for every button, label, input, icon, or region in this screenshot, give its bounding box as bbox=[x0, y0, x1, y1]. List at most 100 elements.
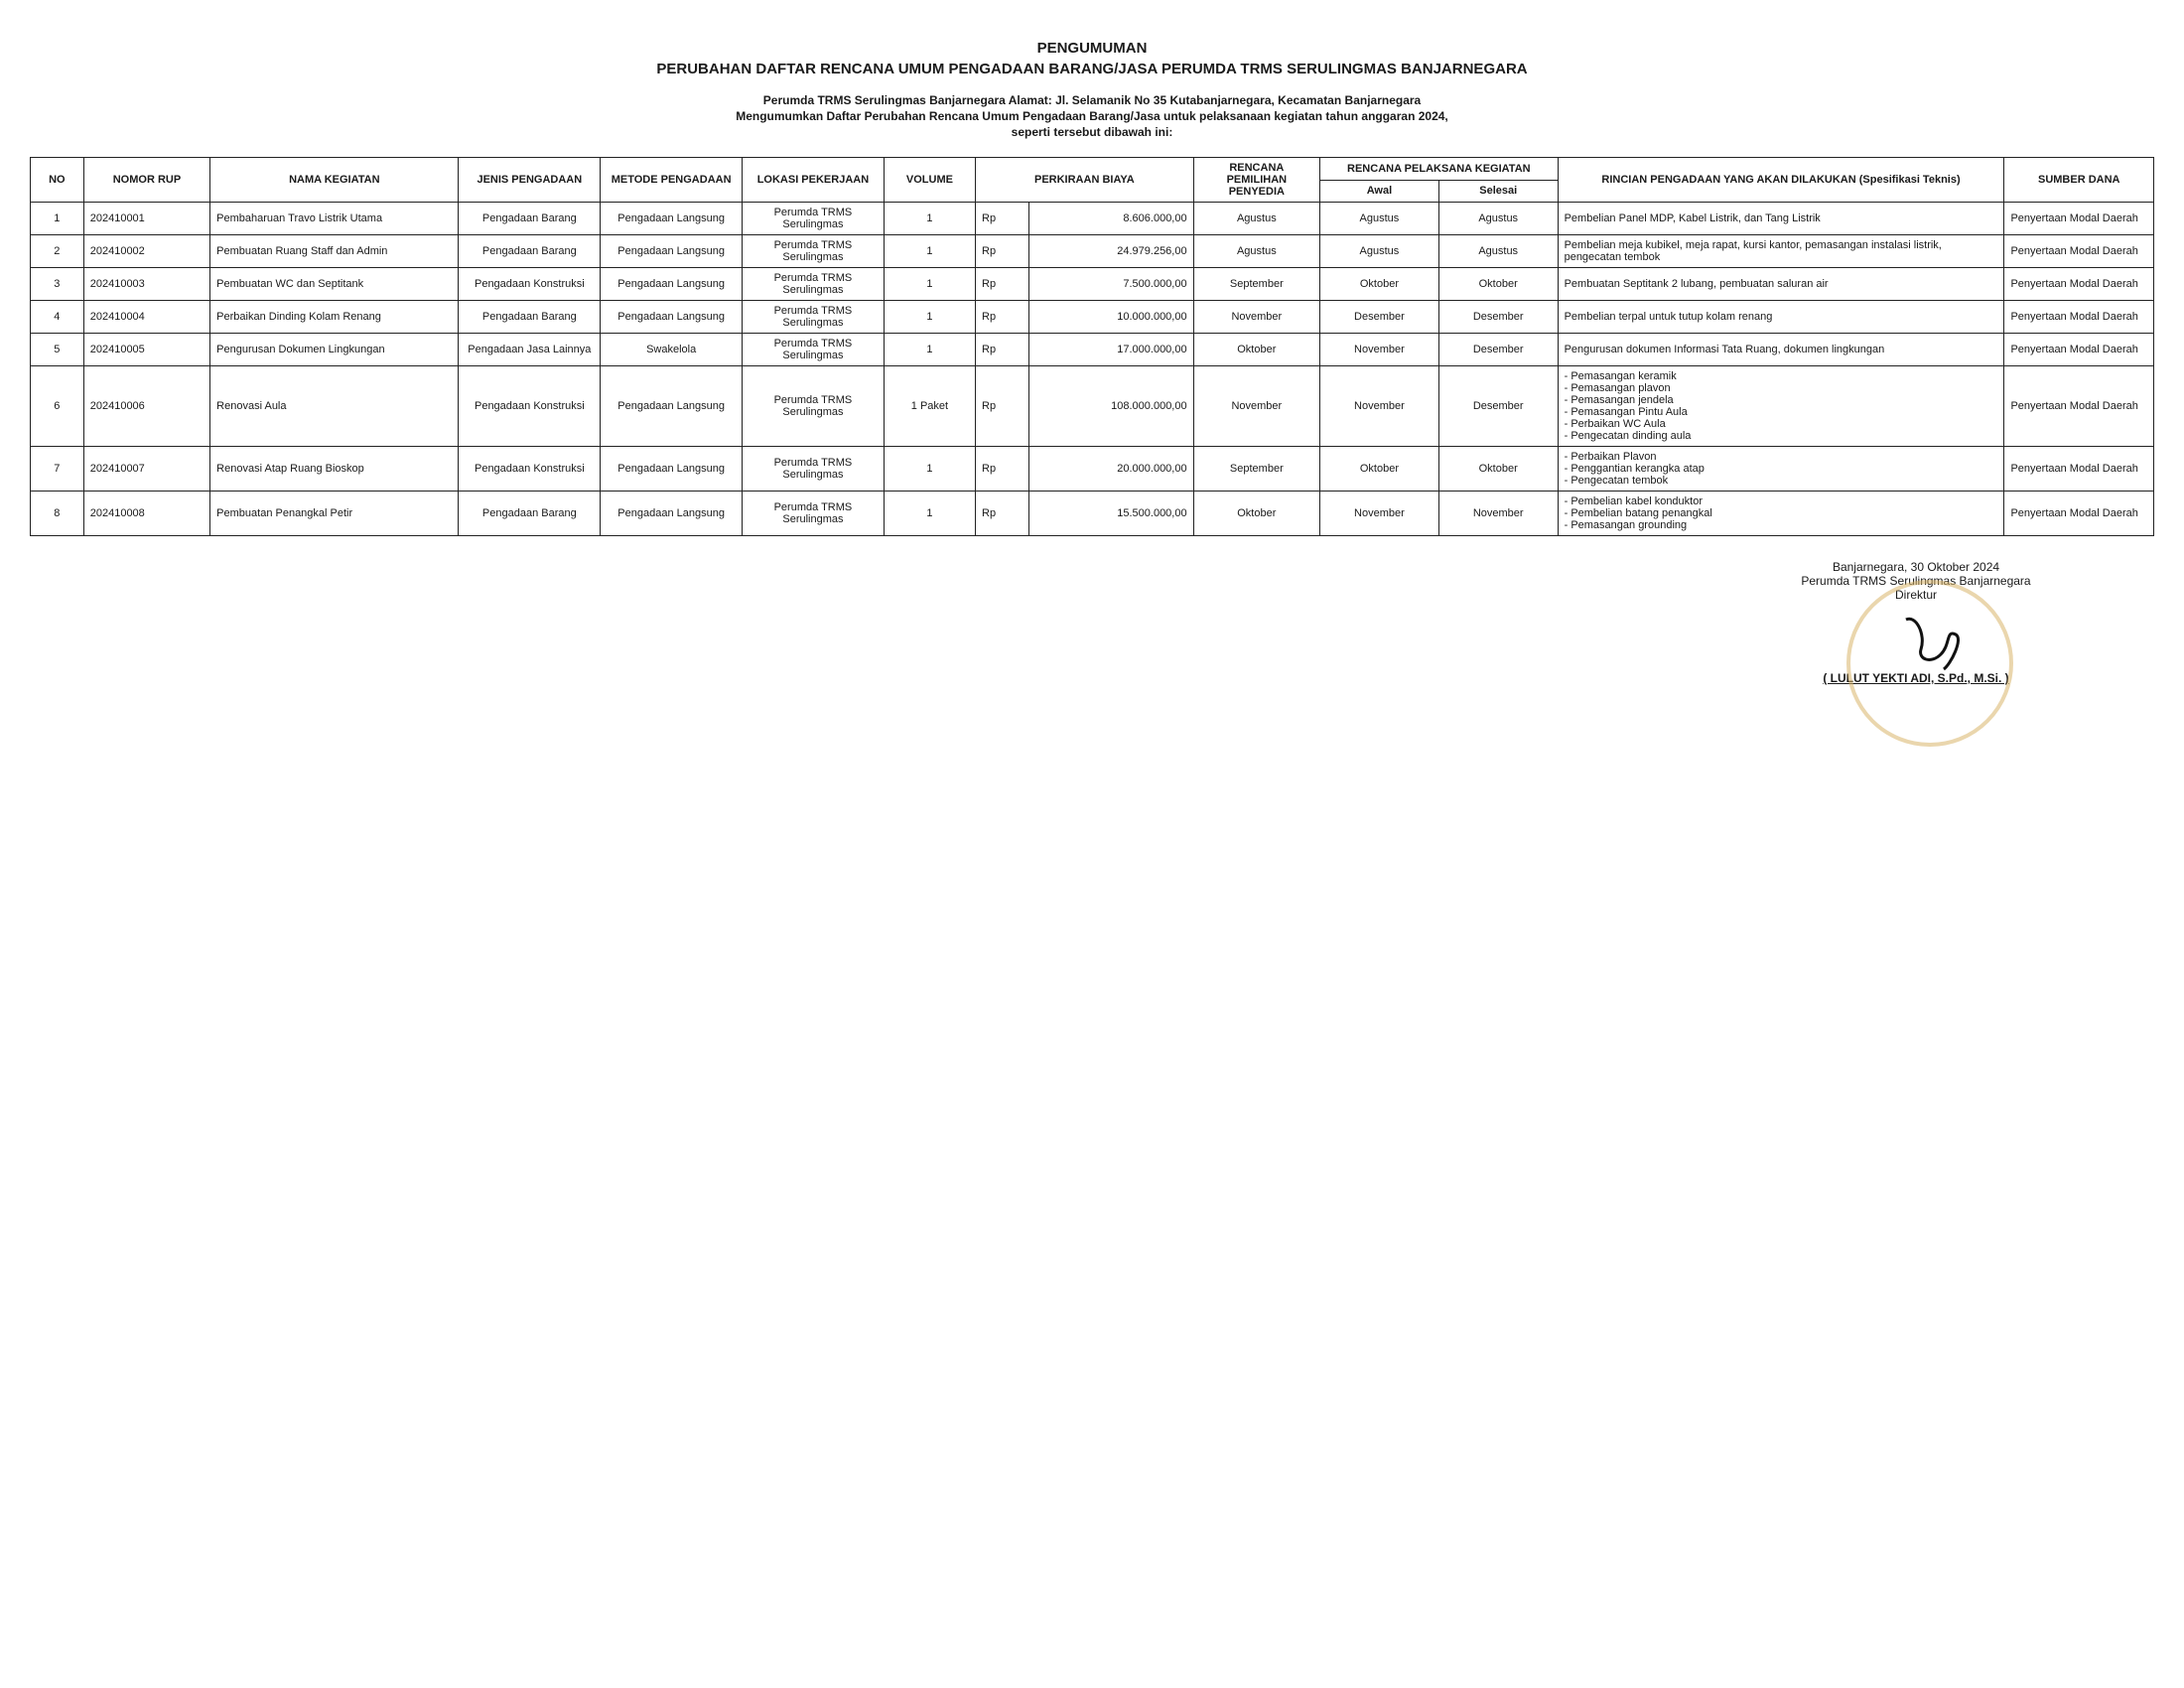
cell-awal: Agustus bbox=[1320, 203, 1439, 235]
cell-rincian: Pembuatan Septitank 2 lubang, pembuatan … bbox=[1558, 268, 2004, 301]
cell-awal: Agustus bbox=[1320, 235, 1439, 268]
cell-awal: Oktober bbox=[1320, 268, 1439, 301]
cell-pemilihan: September bbox=[1193, 447, 1319, 492]
table-row: 5202410005Pengurusan Dokumen LingkunganP… bbox=[31, 334, 2154, 366]
cell-pemilihan: November bbox=[1193, 366, 1319, 447]
title-line-2: PERUBAHAN DAFTAR RENCANA UMUM PENGADAAN … bbox=[30, 61, 2154, 77]
col-volume: VOLUME bbox=[884, 158, 975, 203]
cell-rincian: Pembelian terpal untuk tutup kolam renan… bbox=[1558, 301, 2004, 334]
cell-no: 4 bbox=[31, 301, 84, 334]
cell-selesai: Oktober bbox=[1438, 268, 1558, 301]
cell-rp: Rp bbox=[976, 235, 1029, 268]
cell-no: 6 bbox=[31, 366, 84, 447]
cell-no: 3 bbox=[31, 268, 84, 301]
cell-jenis: Pengadaan Barang bbox=[459, 301, 601, 334]
cell-volume: 1 bbox=[884, 334, 975, 366]
cell-rincian: Pembelian meja kubikel, meja rapat, kurs… bbox=[1558, 235, 2004, 268]
col-selesai: Selesai bbox=[1438, 180, 1558, 203]
cell-awal: Oktober bbox=[1320, 447, 1439, 492]
cell-rp: Rp bbox=[976, 366, 1029, 447]
cell-selesai: Agustus bbox=[1438, 235, 1558, 268]
cell-metode: Pengadaan Langsung bbox=[601, 268, 743, 301]
cell-jenis: Pengadaan Barang bbox=[459, 203, 601, 235]
cell-jenis: Pengadaan Konstruksi bbox=[459, 447, 601, 492]
cell-metode: Pengadaan Langsung bbox=[601, 492, 743, 536]
signature-icon bbox=[1896, 610, 1976, 679]
cell-nama: Renovasi Atap Ruang Bioskop bbox=[210, 447, 459, 492]
table-body: 1202410001Pembaharuan Travo Listrik Utam… bbox=[31, 203, 2154, 536]
cell-awal: November bbox=[1320, 366, 1439, 447]
col-pelaksana: RENCANA PELAKSANA KEGIATAN bbox=[1320, 158, 1559, 181]
table-row: 7202410007Renovasi Atap Ruang BioskopPen… bbox=[31, 447, 2154, 492]
cell-rp: Rp bbox=[976, 492, 1029, 536]
signature-date: Banjarnegara, 30 Oktober 2024 bbox=[1737, 560, 2095, 574]
cell-jenis: Pengadaan Barang bbox=[459, 235, 601, 268]
col-biaya: PERKIRAAN BIAYA bbox=[976, 158, 1194, 203]
cell-awal: Desember bbox=[1320, 301, 1439, 334]
cell-sumber: Penyertaan Modal Daerah bbox=[2004, 203, 2154, 235]
cell-no: 5 bbox=[31, 334, 84, 366]
rincian-item: Pemasangan keramik bbox=[1565, 370, 1998, 382]
cell-no: 8 bbox=[31, 492, 84, 536]
cell-rup: 202410001 bbox=[83, 203, 209, 235]
cell-selesai: November bbox=[1438, 492, 1558, 536]
cell-selesai: Desember bbox=[1438, 334, 1558, 366]
rincian-item: Pemasangan Pintu Aula bbox=[1565, 406, 1998, 418]
cell-lokasi: Perumda TRMS Serulingmas bbox=[743, 492, 885, 536]
cell-nama: Pembaharuan Travo Listrik Utama bbox=[210, 203, 459, 235]
cell-volume: 1 bbox=[884, 447, 975, 492]
cell-pemilihan: Oktober bbox=[1193, 334, 1319, 366]
cell-volume: 1 bbox=[884, 203, 975, 235]
cell-jenis: Pengadaan Konstruksi bbox=[459, 366, 601, 447]
cell-pemilihan: Agustus bbox=[1193, 203, 1319, 235]
cell-pemilihan: November bbox=[1193, 301, 1319, 334]
col-awal: Awal bbox=[1320, 180, 1439, 203]
cell-jenis: Pengadaan Konstruksi bbox=[459, 268, 601, 301]
cell-volume: 1 bbox=[884, 492, 975, 536]
cell-biaya: 108.000.000,00 bbox=[1028, 366, 1193, 447]
cell-sumber: Penyertaan Modal Daerah bbox=[2004, 301, 2154, 334]
cell-no: 7 bbox=[31, 447, 84, 492]
rincian-item: Pembelian batang penangkal bbox=[1565, 507, 1998, 519]
cell-nama: Pembuatan WC dan Septitank bbox=[210, 268, 459, 301]
rincian-item: Pembelian kabel konduktor bbox=[1565, 495, 1998, 507]
cell-biaya: 10.000.000,00 bbox=[1028, 301, 1193, 334]
cell-rup: 202410006 bbox=[83, 366, 209, 447]
table-row: 3202410003Pembuatan WC dan SeptitankPeng… bbox=[31, 268, 2154, 301]
cell-rp: Rp bbox=[976, 334, 1029, 366]
cell-jenis: Pengadaan Jasa Lainnya bbox=[459, 334, 601, 366]
col-nama: NAMA KEGIATAN bbox=[210, 158, 459, 203]
cell-rup: 202410004 bbox=[83, 301, 209, 334]
table-row: 2202410002Pembuatan Ruang Staff dan Admi… bbox=[31, 235, 2154, 268]
cell-rup: 202410007 bbox=[83, 447, 209, 492]
rincian-item: Penggantian kerangka atap bbox=[1565, 463, 1998, 475]
cell-awal: November bbox=[1320, 334, 1439, 366]
title-line-1: PENGUMUMAN bbox=[30, 40, 2154, 57]
cell-rup: 202410002 bbox=[83, 235, 209, 268]
cell-metode: Pengadaan Langsung bbox=[601, 235, 743, 268]
cell-selesai: Agustus bbox=[1438, 203, 1558, 235]
cell-volume: 1 bbox=[884, 268, 975, 301]
cell-rincian: Pemasangan keramikPemasangan plavonPemas… bbox=[1558, 366, 2004, 447]
cell-selesai: Desember bbox=[1438, 366, 1558, 447]
cell-no: 1 bbox=[31, 203, 84, 235]
table-header: NO NOMOR RUP NAMA KEGIATAN JENIS PENGADA… bbox=[31, 158, 2154, 203]
cell-rp: Rp bbox=[976, 447, 1029, 492]
cell-rincian: Pengurusan dokumen Informasi Tata Ruang,… bbox=[1558, 334, 2004, 366]
cell-sumber: Penyertaan Modal Daerah bbox=[2004, 447, 2154, 492]
subtitle-2: Mengumumkan Daftar Perubahan Rencana Umu… bbox=[30, 109, 2154, 123]
cell-rup: 202410003 bbox=[83, 268, 209, 301]
cell-rincian: Perbaikan PlavonPenggantian kerangka ata… bbox=[1558, 447, 2004, 492]
table-row: 8202410008Pembuatan Penangkal PetirPenga… bbox=[31, 492, 2154, 536]
cell-lokasi: Perumda TRMS Serulingmas bbox=[743, 203, 885, 235]
procurement-table: NO NOMOR RUP NAMA KEGIATAN JENIS PENGADA… bbox=[30, 157, 2154, 536]
cell-biaya: 20.000.000,00 bbox=[1028, 447, 1193, 492]
cell-metode: Pengadaan Langsung bbox=[601, 447, 743, 492]
cell-rp: Rp bbox=[976, 268, 1029, 301]
cell-pemilihan: Oktober bbox=[1193, 492, 1319, 536]
cell-awal: November bbox=[1320, 492, 1439, 536]
col-rincian: RINCIAN PENGADAAN YANG AKAN DILAKUKAN (S… bbox=[1558, 158, 2004, 203]
document-header: PENGUMUMAN PERUBAHAN DAFTAR RENCANA UMUM… bbox=[30, 40, 2154, 139]
cell-nama: Pembuatan Ruang Staff dan Admin bbox=[210, 235, 459, 268]
col-no: NO bbox=[31, 158, 84, 203]
